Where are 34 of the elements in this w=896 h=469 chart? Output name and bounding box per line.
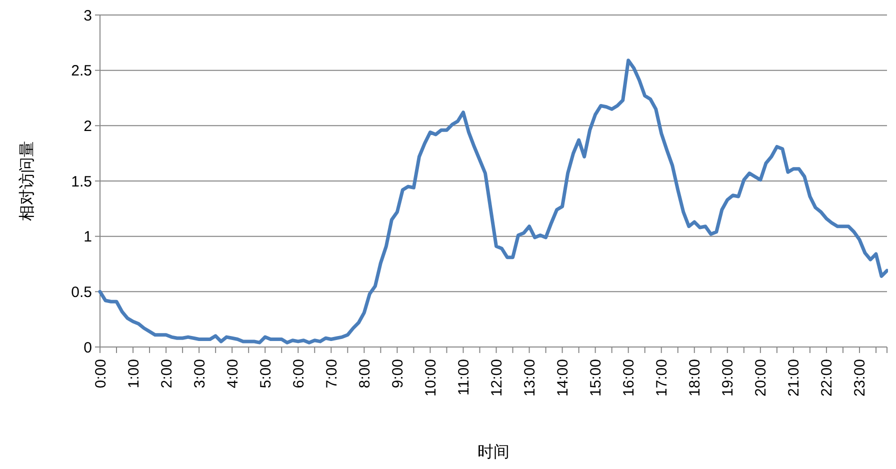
x-tick-label: 2:00: [158, 359, 176, 388]
x-tick-label: 17:00: [654, 359, 671, 397]
y-tick-label: 3: [84, 7, 92, 24]
x-tick-label: 22:00: [818, 359, 836, 397]
x-tick-label: 20:00: [752, 359, 770, 397]
x-tick-label: 7:00: [323, 359, 340, 388]
y-tick-label: 1: [84, 228, 92, 246]
x-tick-label: 5:00: [257, 359, 274, 388]
y-tick-label: 2: [84, 118, 92, 135]
x-tick-label: 10:00: [422, 359, 440, 397]
x-tick-label: 18:00: [686, 359, 704, 397]
x-axis-title: 时间: [478, 443, 510, 461]
y-tick-label: 1.5: [71, 173, 92, 190]
y-tick-label: 0: [84, 339, 92, 356]
x-tick-label: 8:00: [356, 359, 374, 388]
x-tick-label: 14:00: [554, 359, 572, 397]
x-tick-label: 23:00: [852, 359, 869, 397]
x-tick-label: 11:00: [455, 359, 472, 396]
y-axis-title: 相对访问量: [18, 141, 36, 221]
x-tick-label: 16:00: [620, 359, 638, 397]
x-tick-label: 19:00: [720, 359, 737, 397]
x-tick-label: 21:00: [786, 359, 803, 397]
x-tick-label: 15:00: [588, 359, 605, 397]
y-tick-label: 0.5: [71, 284, 92, 301]
y-tick-label: 2.5: [71, 62, 92, 80]
x-tick-label: 12:00: [488, 359, 506, 397]
x-tick-label: 3:00: [191, 359, 208, 388]
x-tick-label: 4:00: [224, 359, 242, 388]
x-tick-label: 0:00: [92, 359, 110, 388]
x-tick-label: 1:00: [125, 359, 142, 388]
x-tick-label: 6:00: [290, 359, 308, 388]
x-tick-label: 13:00: [522, 359, 539, 397]
x-tick-label: 9:00: [389, 359, 406, 388]
line-series: [98, 58, 888, 344]
